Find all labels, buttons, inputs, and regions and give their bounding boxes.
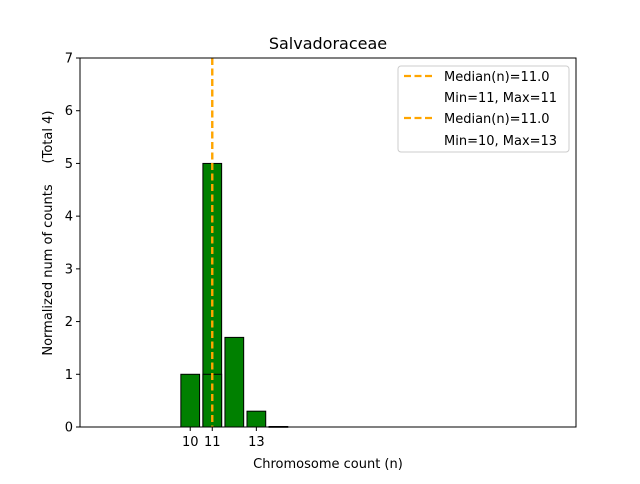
plot-frame	[79, 57, 577, 428]
legend: Median(n)=11.0 Min=11, Max=11 Median(n)=…	[397, 65, 570, 153]
y-tick-label: 6	[65, 104, 73, 119]
y-axis-label: Normalized num of counts	[41, 184, 56, 355]
y-axis: 0 1 2 3 4 5 6 7	[65, 52, 80, 436]
legend-label-2: Median(n)=11.0	[444, 112, 550, 127]
y-tick-label: 0	[65, 421, 73, 436]
y-tick-label: 1	[65, 368, 73, 383]
bar-series1-x10	[180, 373, 201, 428]
legend-sublabel-2: Min=10, Max=13	[444, 134, 557, 149]
legend-label-1: Median(n)=11.0	[444, 70, 550, 85]
y-tick-label: 7	[65, 52, 73, 67]
y-tick-label: 2	[65, 315, 73, 330]
y-tick-label: 5	[65, 157, 73, 172]
legend-box	[397, 65, 570, 153]
y-tick-label: 4	[65, 210, 73, 225]
x-tick-label: 10	[182, 435, 199, 450]
bar-series1-x13	[246, 410, 267, 428]
legend-sublabel-1: Min=11, Max=11	[444, 91, 557, 106]
bar-series1-x12	[224, 336, 245, 428]
x-tick-label: 11	[204, 435, 221, 450]
x-tick-label: 13	[248, 435, 265, 450]
chart-title: Salvadoraceae	[269, 34, 387, 53]
y-tick-label: 3	[65, 262, 73, 277]
y-axis-total-label: (Total 4)	[41, 111, 56, 164]
x-axis: 10 11 13	[182, 427, 265, 450]
plot-area	[180, 58, 289, 428]
x-axis-label: Chromosome count (n)	[253, 457, 403, 472]
